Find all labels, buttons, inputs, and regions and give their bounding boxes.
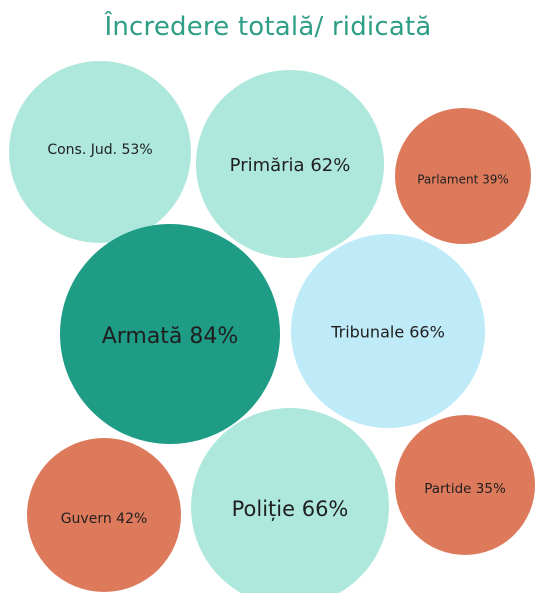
bubble-3: Armată 84% — [60, 224, 280, 444]
bubble-7: Partide 35% — [395, 415, 535, 555]
bubble-1: Primăria 62% — [196, 70, 384, 258]
bubble-label-2: Parlament 39% — [417, 173, 509, 187]
bubble-circle-5 — [27, 438, 181, 592]
bubble-label-4: Tribunale 66% — [330, 323, 445, 342]
bubble-label-7: Partide 35% — [424, 481, 506, 497]
bubble-circle-0 — [9, 61, 191, 243]
bubble-2: Parlament 39% — [395, 108, 531, 244]
bubble-label-3: Armată 84% — [102, 324, 239, 349]
bubble-6: Poliție 66% — [191, 408, 389, 593]
chart-title: Încredere totală/ ridicată — [104, 12, 432, 42]
bubble-label-6: Poliție 66% — [232, 497, 349, 521]
bubble-0: Cons. Jud. 53% — [9, 61, 191, 243]
bubble-circle-3 — [60, 224, 280, 444]
bubble-circle-1 — [196, 70, 384, 258]
bubble-circle-7 — [395, 415, 535, 555]
bubble-4: Tribunale 66% — [291, 234, 485, 428]
bubble-circle-6 — [191, 408, 389, 593]
bubble-5: Guvern 42% — [27, 438, 181, 592]
bubble-label-0: Cons. Jud. 53% — [47, 142, 152, 158]
bubble-circle-4 — [291, 234, 485, 428]
bubble-label-1: Primăria 62% — [230, 155, 351, 176]
bubble-circle-2 — [395, 108, 531, 244]
bubble-label-5: Guvern 42% — [61, 511, 148, 527]
